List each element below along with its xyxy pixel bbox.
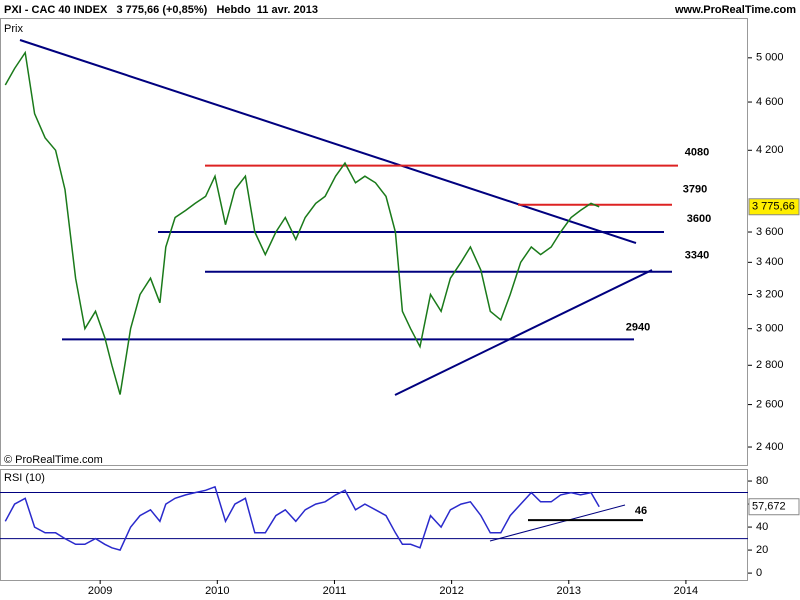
y-axis-label: RSI (10) (4, 472, 45, 484)
level-label: 2940 (626, 321, 650, 333)
y-tick-label: 4 200 (756, 144, 784, 156)
level-label: 46 (635, 505, 647, 517)
y-tick-label: 80 (756, 475, 768, 487)
y-tick-label: 2 400 (756, 441, 784, 453)
level-label: 3790 (683, 184, 707, 196)
y-tick-label: 2 600 (756, 398, 784, 410)
last-value-label: 57,672 (752, 501, 786, 513)
level-label: 3600 (687, 213, 711, 225)
x-tick-label: 2011 (323, 585, 347, 597)
y-tick-label: 20 (756, 544, 768, 556)
chart-title: PXI - CAC 40 INDEX 3 775,66 (+0,85%) Heb… (4, 4, 318, 16)
y-axis-label: Prix (4, 23, 23, 35)
y-tick-label: 3 200 (756, 288, 784, 300)
level-label: 3340 (685, 250, 709, 262)
site: www.ProRealTime.com (674, 4, 796, 16)
rsi-frame (0, 469, 748, 581)
trend-line (19, 39, 637, 244)
y-tick-label: 2 800 (756, 359, 784, 371)
level-label: 4080 (685, 147, 709, 159)
y-tick-label: 3 000 (756, 323, 784, 335)
price-line (4, 50, 600, 395)
y-tick-label: 0 (756, 567, 762, 579)
source: © ProRealTime.com (4, 454, 103, 466)
y-tick-label: 40 (756, 521, 768, 533)
y-tick-label: 5 000 (756, 52, 784, 64)
trend-line (394, 269, 653, 396)
x-tick-label: 2014 (674, 585, 698, 597)
y-tick-label: 4 600 (756, 96, 784, 108)
x-tick-label: 2009 (88, 585, 112, 597)
y-tick-label: 3 600 (756, 226, 784, 238)
price-line (4, 485, 600, 551)
price-frame (0, 18, 748, 466)
trend-line (489, 504, 626, 542)
last-value-box (748, 498, 800, 516)
last-value-label: 3 775,66 (752, 201, 795, 213)
x-tick-label: 2010 (205, 585, 229, 597)
y-tick-label: 3 400 (756, 256, 784, 268)
x-tick-label: 2012 (439, 585, 463, 597)
last-value-box (748, 198, 800, 216)
x-tick-label: 2013 (557, 585, 581, 597)
